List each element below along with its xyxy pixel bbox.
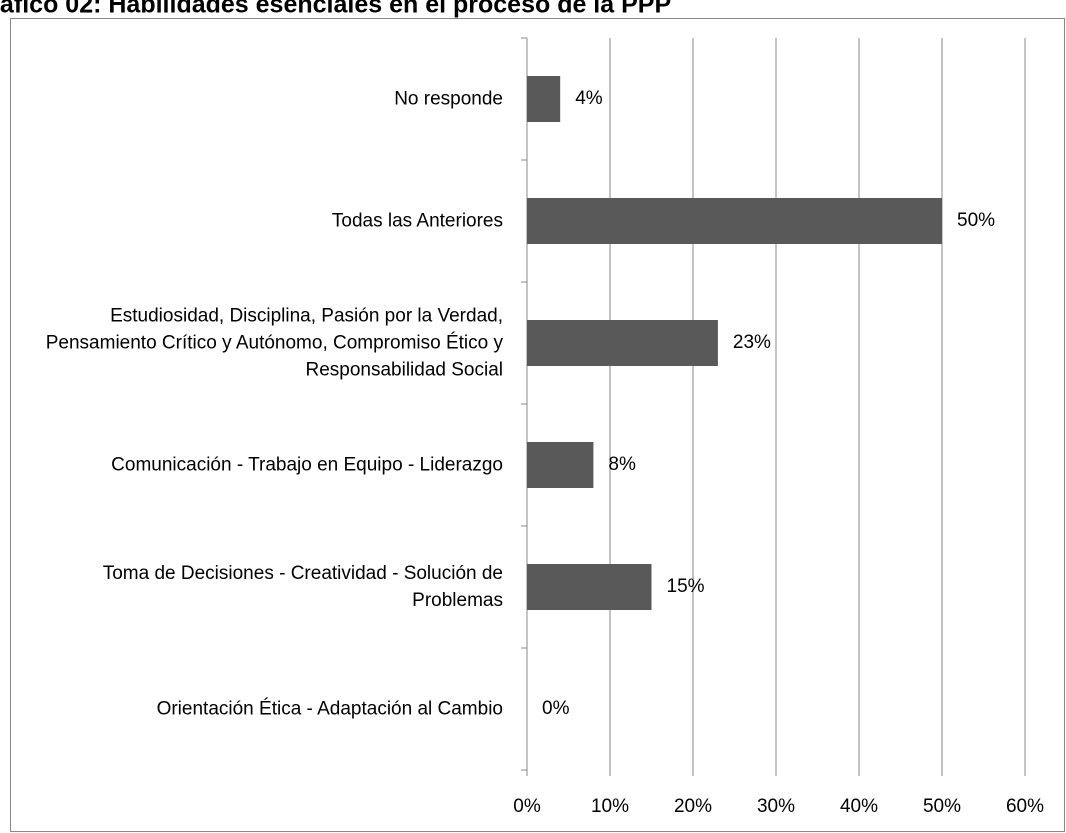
bar <box>527 442 594 488</box>
value-label: 4% <box>575 88 603 109</box>
y-tick-label: No responde <box>394 88 503 110</box>
y-tick-label: Orientación Ética - Adaptación al Cambio <box>156 698 503 720</box>
bar <box>527 76 561 122</box>
y-tick-label: Todas las Anteriores <box>331 210 503 232</box>
value-label: 0% <box>542 698 570 719</box>
x-tick-label: 0% <box>513 796 541 817</box>
bar <box>527 198 942 244</box>
value-label: 8% <box>608 454 636 475</box>
y-tick-label: Comunicación - Trabajo en Equipo - Lider… <box>111 454 503 476</box>
x-tick-label: 20% <box>674 796 712 817</box>
value-label: 23% <box>733 332 771 353</box>
value-label: 50% <box>957 210 995 231</box>
x-tick-label: 40% <box>840 796 878 817</box>
chart-title: áfico 02: Habilidades esenciales en el p… <box>0 0 671 19</box>
x-tick-label: 60% <box>1006 796 1044 817</box>
value-label: 15% <box>667 576 705 597</box>
bar <box>527 320 718 366</box>
y-tick-label: Toma de Decisiones - Creatividad - Soluc… <box>102 563 503 611</box>
x-tick-label: 10% <box>591 796 629 817</box>
x-tick-label: 50% <box>923 796 961 817</box>
chart-border <box>10 18 1065 832</box>
x-tick-label: 30% <box>757 796 795 817</box>
y-tick-label: Estudiosidad, Disciplina, Pasión por la … <box>45 305 503 381</box>
bar <box>527 564 652 610</box>
